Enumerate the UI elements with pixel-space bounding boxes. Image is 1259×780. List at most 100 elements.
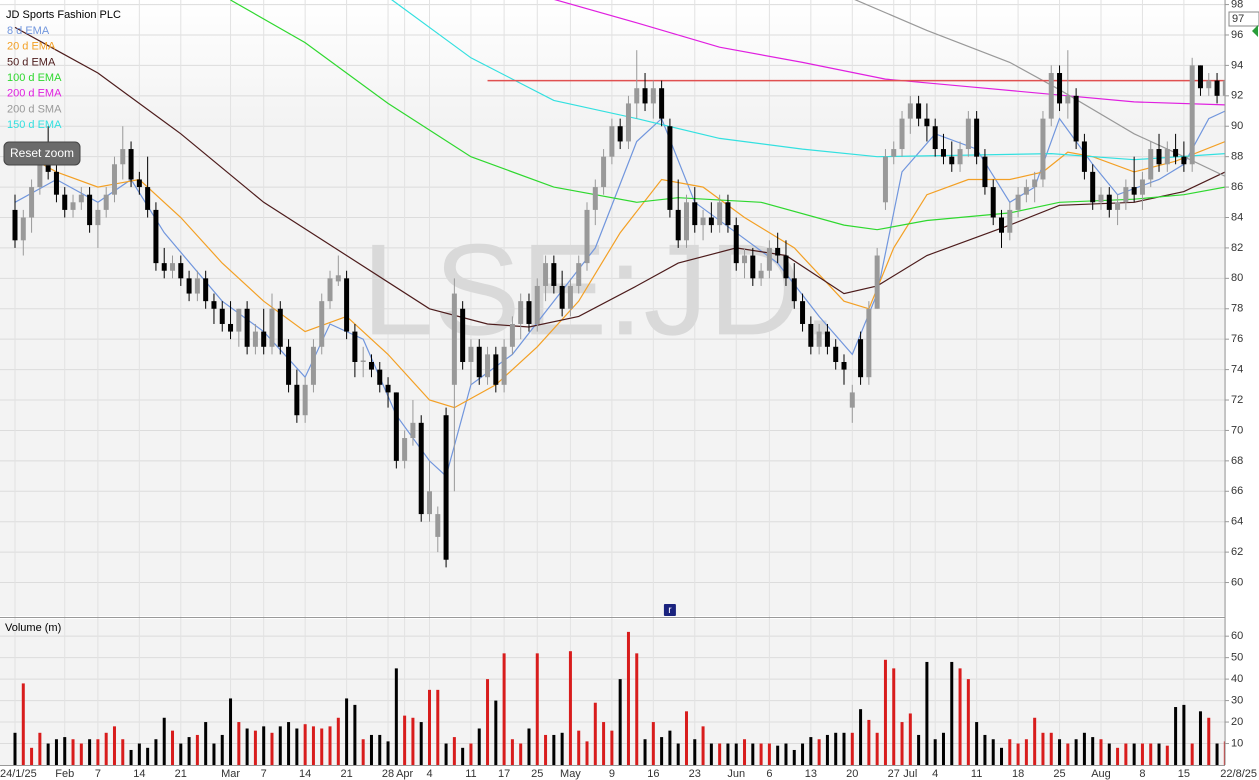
ma-line (391, 0, 1225, 161)
candle-body (62, 194, 68, 210)
volume-bar (941, 732, 945, 765)
y-tick-label: 64 (1231, 516, 1243, 528)
volume-bar (842, 732, 846, 765)
x-tick-label: 8 (1139, 768, 1145, 780)
candle-body (219, 308, 225, 324)
volume-bar (1008, 739, 1012, 765)
volume-bar (353, 704, 357, 765)
candle-body (377, 369, 383, 385)
candle-body (128, 149, 134, 180)
legend-entry: 100 d EMA (7, 72, 62, 84)
candle-body (940, 149, 946, 157)
reset-button[interactable]: Reset zoom (3, 141, 81, 166)
volume-bar (311, 726, 315, 765)
volume-bar (195, 734, 199, 765)
volume-bar (991, 739, 995, 765)
candle-body (808, 323, 814, 347)
x-tick-label: 22/8/25 (1220, 768, 1257, 780)
volume-bar (1182, 704, 1186, 765)
candle-body (882, 156, 888, 203)
candle-body (1098, 194, 1104, 203)
candle-body (916, 103, 922, 119)
volume-bar (743, 739, 747, 765)
volume-bar (817, 739, 821, 765)
x-tick-label: Apr (396, 768, 413, 780)
volume-bar (1058, 739, 1062, 765)
candle-body (592, 187, 598, 210)
volume-bar (369, 734, 373, 765)
volume-bar (187, 737, 191, 765)
price-tag: 97 (1232, 13, 1244, 25)
volume-bar (171, 730, 175, 765)
volume-bar (154, 739, 158, 765)
y-tick-label: 78 (1231, 303, 1243, 315)
volume-bar (96, 739, 100, 765)
volume-bar (618, 679, 622, 765)
candle-body (833, 346, 839, 362)
volume-bar (88, 739, 92, 765)
candle-body (310, 346, 316, 385)
volume-bar (668, 730, 672, 765)
volume-bar (809, 737, 813, 765)
candle-body (53, 171, 59, 195)
volume-title: Volume (m) (5, 622, 61, 634)
volume-bar (875, 732, 879, 765)
volume-bar (287, 722, 291, 765)
candle-body (816, 331, 822, 347)
volume-bar (925, 661, 929, 765)
candle-body (153, 209, 159, 264)
candle-body (418, 422, 424, 515)
candle-body (186, 278, 192, 294)
volume-bar (801, 743, 805, 765)
volume-bar (270, 732, 274, 765)
volume-bar (759, 743, 763, 765)
volume-bar (726, 743, 730, 765)
candle-body (1106, 194, 1112, 210)
candle-body (559, 285, 565, 309)
reset-button-bg[interactable] (3, 141, 81, 166)
volume-bar (30, 747, 34, 765)
candle-body (526, 301, 532, 324)
volume-bar (502, 653, 506, 765)
volume-bar (1174, 707, 1178, 765)
volume-bar (684, 711, 688, 765)
candle-body (37, 156, 43, 188)
candle-body (493, 354, 499, 385)
price-panel (0, 0, 1225, 616)
volume-bar (651, 722, 655, 765)
x-tick-label: 6 (766, 768, 772, 780)
candle-body (692, 202, 698, 226)
volume-bar (709, 743, 713, 765)
volume-bar (585, 741, 589, 765)
legend-entry: 50 d EMA (7, 56, 56, 68)
y-tick-label: 96 (1231, 29, 1243, 41)
volume-bar (262, 726, 266, 765)
volume-bar (469, 743, 473, 765)
volume-bar (303, 724, 307, 765)
ma-line (14, 140, 1225, 409)
candle-body (120, 149, 126, 165)
candle-body (385, 384, 391, 393)
candle-body (451, 293, 457, 385)
candle-body (866, 308, 872, 378)
volume-bar (486, 679, 490, 765)
candle-body (1156, 149, 1162, 165)
candle-body (1007, 209, 1013, 233)
candle-body (841, 361, 847, 370)
candle-body (1048, 73, 1054, 119)
volume-bar (386, 741, 390, 765)
volume-bar (336, 717, 340, 765)
volume-bar (610, 730, 614, 765)
volume-bar (137, 743, 141, 765)
reset-button-label[interactable]: Reset zoom (10, 146, 74, 160)
volume-bar (975, 722, 979, 765)
volume-bar (892, 668, 896, 765)
volume-bar (1066, 743, 1070, 765)
x-tick-label: Jun (727, 768, 745, 780)
candle-body (145, 187, 151, 210)
candle-body (891, 149, 897, 157)
candle-body (858, 339, 864, 378)
volume-bar (1157, 743, 1161, 765)
candle-body (277, 308, 283, 347)
volume-bar (38, 732, 42, 765)
